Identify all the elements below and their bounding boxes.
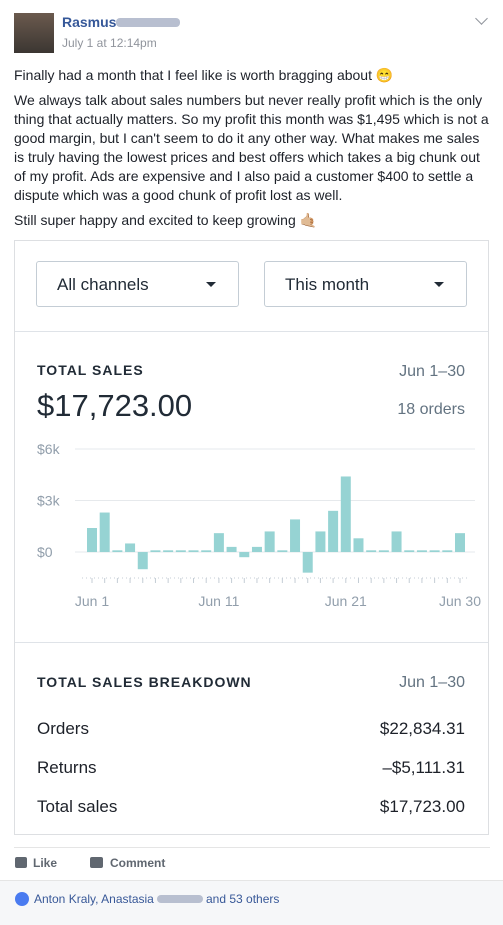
period-select[interactable]: This month [264, 261, 467, 307]
bar [201, 550, 212, 553]
bar [137, 552, 148, 570]
bar [455, 533, 465, 553]
bar [112, 550, 123, 553]
row-value: $17,723.00 [379, 797, 465, 816]
author[interactable]: Rasmus [62, 14, 117, 30]
bar [239, 552, 250, 558]
bar [429, 550, 440, 553]
blur [116, 18, 180, 27]
divider [15, 331, 488, 332]
section-title: TOTAL SALES BREAKDOWN [37, 674, 252, 690]
like-button[interactable]: Like [33, 856, 58, 870]
bar [226, 546, 237, 553]
bar [366, 550, 377, 553]
x-tick-label: Jun 30 [439, 593, 481, 609]
avatar[interactable] [14, 13, 54, 53]
paragraph: Finally had a month that I feel like is … [14, 67, 394, 83]
shared-card: All channels This month TOTAL SALES Jun … [14, 240, 489, 835]
bar [416, 550, 427, 553]
comment-button[interactable]: Comment [110, 856, 166, 870]
x-tick-label: Jun 21 [325, 593, 367, 609]
bar [315, 531, 326, 553]
x-tick-label: Jun 1 [75, 593, 109, 609]
bar [277, 550, 288, 553]
row-label: Orders [37, 719, 89, 738]
bar [404, 550, 415, 553]
reactions-bar [0, 880, 503, 925]
bar [290, 519, 301, 553]
bar [302, 552, 313, 573]
channel-select[interactable]: All channels [36, 261, 239, 307]
period: Jun 1–30 [399, 674, 465, 691]
paragraph: Still super happy and excited to keep gr… [14, 212, 318, 228]
bar [150, 550, 161, 553]
menu-chevron[interactable] [475, 12, 488, 25]
divider [15, 642, 488, 643]
bar [264, 531, 275, 553]
row-label: Returns [37, 758, 97, 777]
amount: $17,723.00 [37, 388, 193, 423]
paragraph: We always talk about sales numbers but n… [14, 92, 489, 203]
row-value: $22,834.31 [379, 719, 465, 738]
row-label: Total sales [37, 797, 118, 816]
sales-chart: $0 $3k $6k Jun 1 Jun 11 Jun 21 Jun 30 [37, 441, 481, 609]
y-tick-label: $3k [37, 493, 61, 509]
bar [442, 550, 453, 553]
bar [391, 531, 402, 553]
bar [251, 546, 262, 553]
like-badge [15, 892, 29, 906]
reaction-names[interactable]: Anton Kraly, Anastasia [34, 892, 154, 906]
timestamp[interactable]: July 1 at 12:14pm [62, 36, 157, 50]
bar [378, 550, 389, 553]
y-tick-label: $6k [37, 441, 61, 457]
period: Jun 1–30 [399, 363, 465, 380]
comment-icon[interactable] [90, 857, 103, 868]
bar [175, 550, 186, 553]
bar [328, 510, 339, 553]
row-value: –$5,111.31 [382, 758, 465, 777]
orders: 18 orders [397, 401, 465, 418]
reaction-others[interactable]: and 53 others [206, 892, 280, 906]
bar [213, 533, 224, 553]
x-tick-label: Jun 11 [198, 593, 239, 609]
bar [125, 543, 136, 553]
bar [87, 527, 97, 553]
bar [163, 550, 174, 553]
bar [340, 476, 351, 553]
bar [353, 538, 364, 553]
bar [99, 512, 110, 553]
divider [14, 847, 490, 848]
bar [188, 550, 199, 553]
section-title: TOTAL SALES [37, 362, 144, 378]
blur [157, 895, 203, 903]
y-tick-label: $0 [37, 544, 53, 560]
like-icon[interactable] [15, 857, 27, 868]
